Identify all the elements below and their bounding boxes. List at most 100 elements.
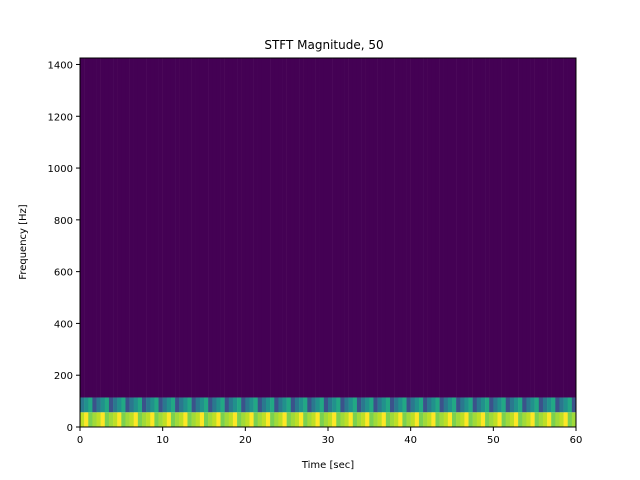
heatmap-cell-band0 bbox=[307, 412, 312, 427]
heatmap-cell-band1 bbox=[270, 397, 275, 413]
heatmap-cell-band1 bbox=[571, 397, 577, 413]
heatmap-cell-band1 bbox=[166, 397, 172, 413]
heatmap-cell-band0 bbox=[336, 412, 341, 427]
heatmap-cell-band2 bbox=[319, 58, 325, 398]
heatmap-cell-band1 bbox=[195, 397, 201, 413]
heatmap-cell-band2 bbox=[286, 58, 292, 398]
heatmap-cell-band1 bbox=[385, 397, 391, 413]
heatmap-cell-band0 bbox=[166, 412, 172, 427]
heatmap-cell-band0 bbox=[406, 412, 411, 427]
heatmap-cell-band0 bbox=[377, 412, 382, 427]
heatmap-cell-band2 bbox=[555, 58, 560, 398]
heatmap-cell-band0 bbox=[175, 412, 180, 427]
heatmap-cell-band1 bbox=[84, 397, 89, 413]
heatmap-cell-band2 bbox=[518, 58, 523, 398]
heatmap-cell-band1 bbox=[303, 397, 308, 413]
x-tick-label: 10 bbox=[156, 435, 169, 446]
heatmap-cell-band1 bbox=[253, 397, 258, 413]
heatmap-cell-band0 bbox=[381, 412, 387, 427]
heatmap-cell-band1 bbox=[493, 397, 498, 413]
heatmap-cell-band0 bbox=[121, 412, 126, 427]
y-axis-label: Frequency [Hz] bbox=[18, 204, 29, 280]
heatmap-cell-band0 bbox=[456, 412, 461, 427]
x-axis-ticks: 0 10 20 30 40 50 60 bbox=[77, 427, 582, 446]
heatmap-cell-band2 bbox=[228, 58, 234, 398]
heatmap-cell-band2 bbox=[113, 58, 118, 398]
heatmap-cell-band0 bbox=[311, 412, 316, 427]
heatmap-cell-band1 bbox=[464, 397, 469, 413]
heatmap-cell-band2 bbox=[538, 58, 544, 398]
heatmap-cell-band1 bbox=[332, 397, 337, 413]
heatmap-cell-band1 bbox=[468, 397, 473, 413]
heatmap-cell-band2 bbox=[183, 58, 188, 398]
heatmap-cell-band1 bbox=[108, 397, 114, 413]
heatmap-cell-band2 bbox=[187, 58, 192, 398]
heatmap-cell-band1 bbox=[241, 397, 246, 413]
heatmap-cell-band0 bbox=[464, 412, 469, 427]
heatmap-cell-band0 bbox=[323, 412, 329, 427]
heatmap-cell-band0 bbox=[542, 412, 548, 427]
heatmap-cell-band0 bbox=[390, 412, 395, 427]
heatmap-cell-band2 bbox=[530, 58, 535, 398]
heatmap-cell-band2 bbox=[443, 58, 449, 398]
heatmap-cell-band2 bbox=[414, 58, 420, 398]
x-axis-label: Time [sec] bbox=[301, 460, 354, 471]
heatmap-cell-band1 bbox=[228, 397, 234, 413]
heatmap-cell-band1 bbox=[497, 397, 502, 413]
heatmap-cell-band1 bbox=[191, 397, 196, 413]
heatmap-cell-band2 bbox=[452, 58, 457, 398]
heatmap-cell-band0 bbox=[113, 412, 118, 427]
heatmap-cell-band0 bbox=[447, 412, 453, 427]
heatmap-cell-band1 bbox=[328, 397, 333, 413]
heatmap-cell-band0 bbox=[340, 412, 345, 427]
heatmap-cell-band2 bbox=[204, 58, 209, 398]
y-tick-label: 600 bbox=[54, 268, 73, 279]
heatmap-cell-band1 bbox=[146, 397, 151, 413]
heatmap-cell-band2 bbox=[191, 58, 196, 398]
heatmap-cell-band1 bbox=[551, 397, 556, 413]
heatmap-cell-band0 bbox=[319, 412, 325, 427]
heatmap-cell-band2 bbox=[356, 58, 362, 398]
heatmap-cell-band1 bbox=[88, 397, 93, 413]
heatmap-cell-band1 bbox=[158, 397, 163, 413]
heatmap-cell-band1 bbox=[220, 397, 225, 413]
heatmap-cell-band1 bbox=[542, 397, 548, 413]
heatmap-cell-band1 bbox=[390, 397, 395, 413]
heatmap-cell-band2 bbox=[497, 58, 502, 398]
heatmap-cell-band0 bbox=[170, 412, 176, 427]
heatmap-cell-band0 bbox=[480, 412, 486, 427]
heatmap-cell-band0 bbox=[232, 412, 238, 427]
heatmap-cell-band1 bbox=[224, 397, 230, 413]
heatmap-cell-band0 bbox=[183, 412, 188, 427]
heatmap-cell-band2 bbox=[323, 58, 329, 398]
heatmap-cell-band0 bbox=[88, 412, 93, 427]
heatmap-cell-band2 bbox=[146, 58, 151, 398]
heatmap-cell-band0 bbox=[125, 412, 130, 427]
heatmap-cell-band1 bbox=[534, 397, 540, 413]
heatmap-cell-band0 bbox=[80, 412, 85, 427]
heatmap-cell-band0 bbox=[328, 412, 333, 427]
heatmap-cell-band2 bbox=[427, 58, 432, 398]
heatmap-cell-band2 bbox=[266, 58, 271, 398]
heatmap-cell-band2 bbox=[179, 58, 184, 398]
heatmap-cell-band0 bbox=[150, 412, 155, 427]
heatmap-cell-band2 bbox=[328, 58, 333, 398]
heatmap-cell-band2 bbox=[261, 58, 267, 398]
heatmap-cell-band0 bbox=[282, 412, 287, 427]
heatmap-cell-band1 bbox=[530, 397, 535, 413]
heatmap-cell-band0 bbox=[253, 412, 258, 427]
heatmap-cell-band1 bbox=[154, 397, 159, 413]
heatmap-cell-band1 bbox=[423, 397, 428, 413]
heatmap-cell-band0 bbox=[410, 412, 416, 427]
heatmap-cell-band0 bbox=[518, 412, 523, 427]
heatmap-cell-band1 bbox=[567, 397, 573, 413]
heatmap-cell-band1 bbox=[427, 397, 432, 413]
heatmap-cell-band1 bbox=[431, 397, 436, 413]
heatmap-cell-band0 bbox=[257, 412, 263, 427]
heatmap-cell-band0 bbox=[452, 412, 457, 427]
heatmap-cell-band1 bbox=[274, 397, 279, 413]
heatmap-cell-band0 bbox=[249, 412, 254, 427]
heatmap-cell-band1 bbox=[117, 397, 122, 413]
heatmap-cell-band2 bbox=[534, 58, 540, 398]
